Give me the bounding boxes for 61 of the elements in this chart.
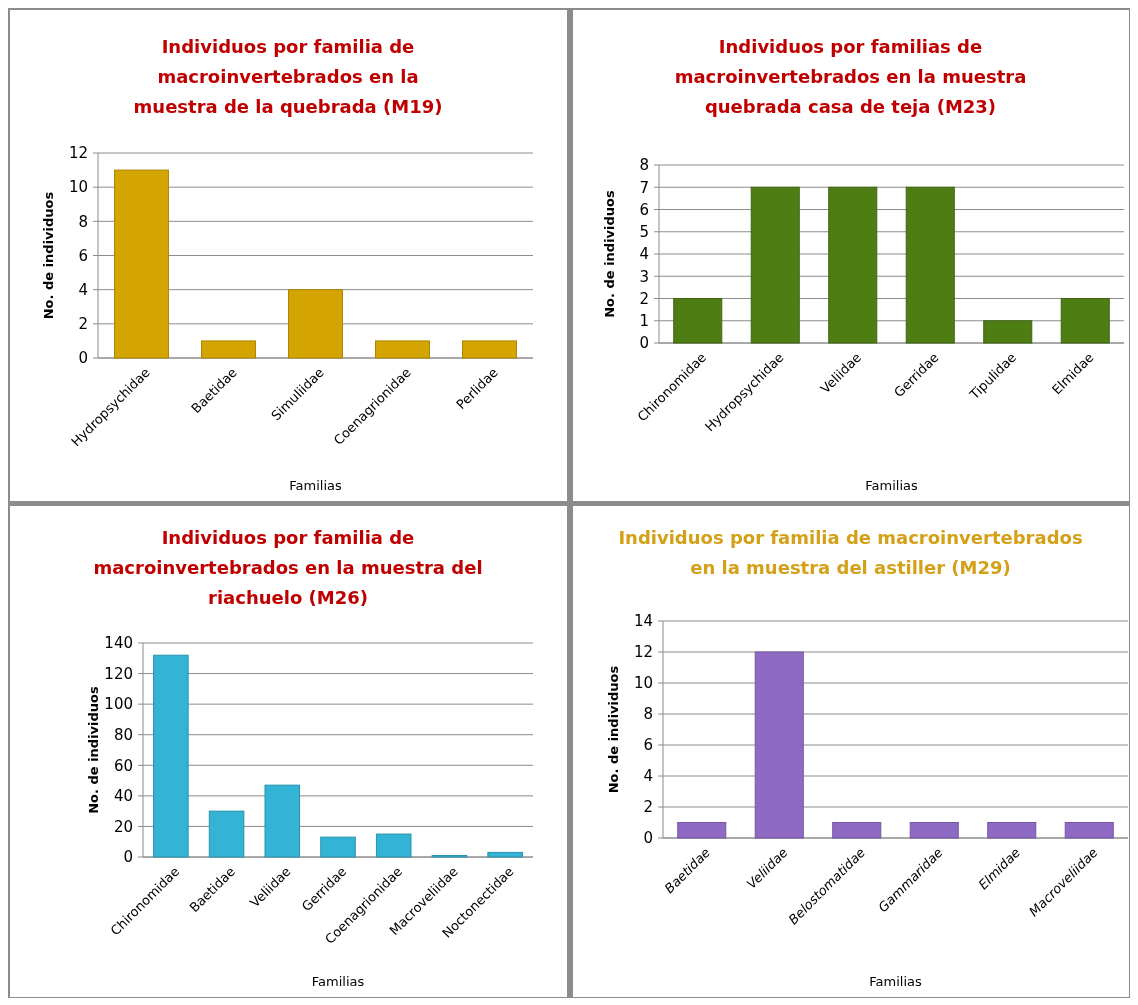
y-tick-label: 120: [104, 664, 133, 683]
y-tick-label: 2: [639, 289, 649, 308]
bar: [201, 340, 256, 359]
y-tick-label: 0: [643, 829, 653, 848]
y-tick-label: 1: [639, 312, 649, 330]
bar: [288, 289, 343, 359]
y-tick-label: 4: [639, 245, 649, 264]
y-tick-label: 6: [78, 246, 88, 265]
bar: [153, 654, 189, 858]
y-tick-label: 3: [639, 267, 649, 286]
y-tick-label: 10: [68, 178, 88, 197]
y-tick-label: 4: [643, 767, 653, 786]
bar: [114, 169, 169, 359]
y-tick-label: 20: [113, 817, 133, 836]
y-tick-label: 10: [633, 674, 653, 693]
x-axis-title: Familias: [865, 478, 918, 493]
y-tick-label: 4: [78, 280, 88, 299]
y-tick-label: 12: [68, 144, 88, 163]
bar: [673, 298, 723, 344]
y-tick-label: 12: [633, 643, 653, 662]
bar: [983, 320, 1033, 344]
bar: [320, 836, 356, 858]
y-tick-label: 8: [78, 212, 88, 231]
y-tick-label: 100: [104, 695, 133, 714]
chart-title: Individuos por familia de macroinvertebrados en la muestra del riachuelo (M26): [93, 527, 483, 608]
y-axis-title: No. de individuos: [606, 665, 621, 794]
bar: [905, 186, 955, 344]
bar: [375, 833, 412, 858]
bar: [264, 784, 301, 858]
y-tick-label: 140: [104, 634, 133, 653]
y-tick-label: 2: [78, 315, 88, 334]
bar: [828, 186, 878, 344]
y-tick-label: 0: [78, 349, 88, 368]
bar: [750, 186, 800, 344]
y-tick-label: 6: [643, 736, 653, 755]
y-axis-title: No. de individuos: [86, 685, 101, 814]
y-axis-title: No. de individuos: [602, 189, 617, 318]
y-tick-label: 8: [643, 705, 653, 724]
y-tick-label: 60: [113, 756, 133, 775]
x-axis-title: Familias: [869, 974, 922, 989]
y-tick-label: 5: [639, 223, 649, 241]
chart-title: Individuos por familias de macroinvertebrados en la muestra quebrada casa de teja (M23): [674, 36, 1027, 117]
bar: [375, 340, 430, 359]
y-tick-label: 6: [639, 200, 649, 219]
y-tick-label: 0: [639, 334, 649, 353]
y-tick-label: 7: [639, 178, 649, 197]
y-axis-title: No. de individuos: [41, 191, 56, 320]
y-tick-label: 2: [643, 798, 653, 817]
bar: [208, 810, 245, 858]
chart-title: Individuos por familia de macroinvertebrados en la muestra del astiller (M29): [618, 527, 1083, 578]
y-tick-label: 80: [113, 725, 133, 744]
bar: [1060, 298, 1110, 344]
y-tick-label: 8: [639, 156, 649, 175]
x-axis-title: Familias: [311, 974, 365, 989]
bar: [487, 851, 523, 858]
y-tick-label: 14: [633, 612, 653, 631]
y-tick-label: 0: [123, 848, 133, 867]
y-tick-label: 40: [113, 787, 133, 806]
bar: [462, 340, 517, 359]
chart-title: Individuos por familia de macroinvertebrados en la muestra de la quebrada (M19): [133, 36, 443, 117]
x-axis-title: Familias: [289, 478, 342, 493]
